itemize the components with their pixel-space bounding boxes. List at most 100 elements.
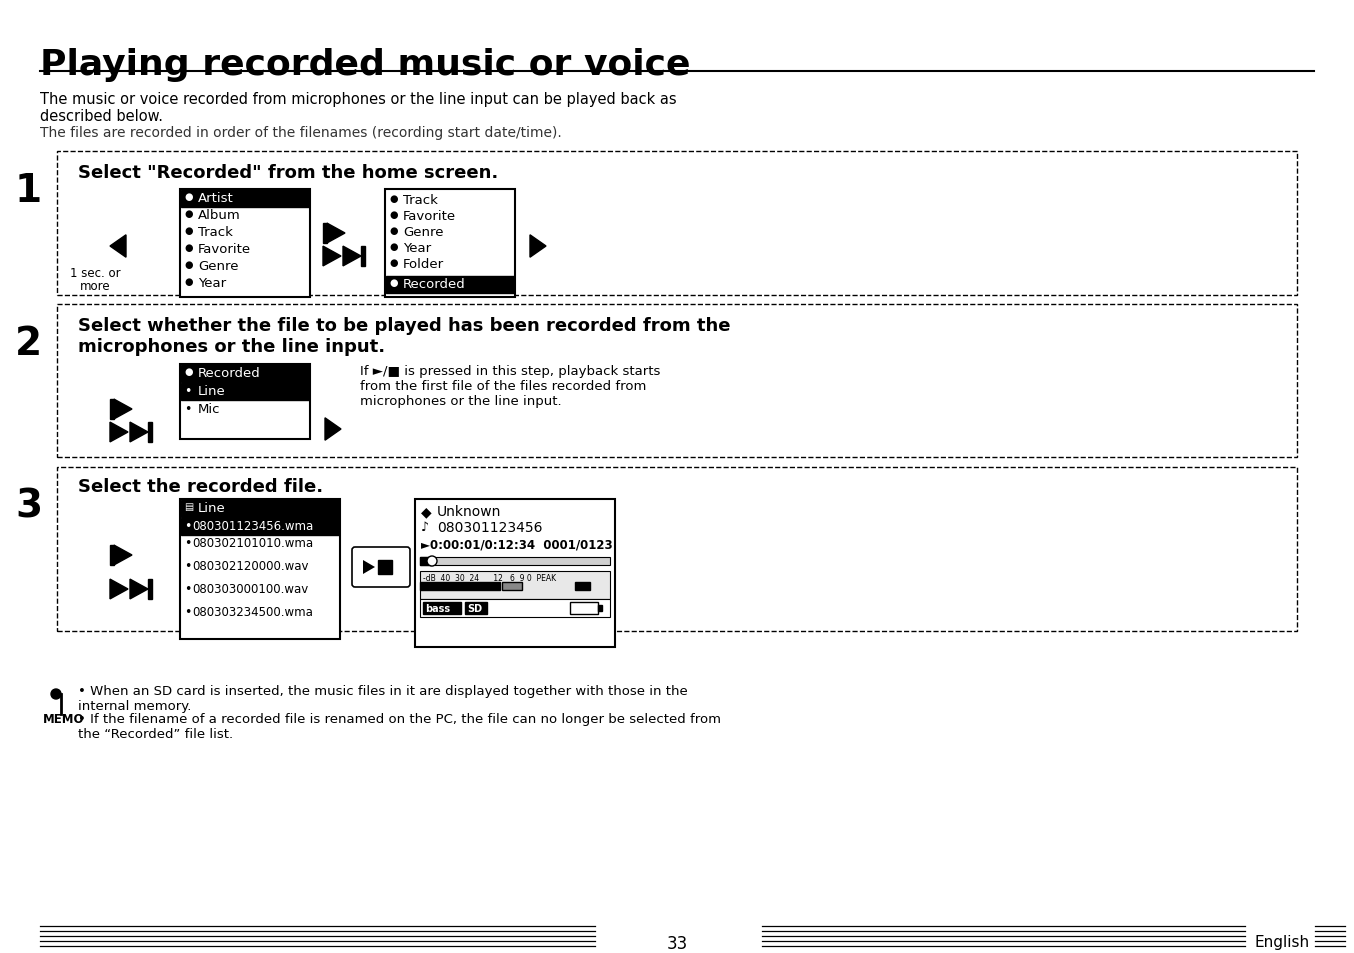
Text: •: • [184, 385, 191, 397]
Bar [110, 399, 114, 419]
Polygon shape [130, 579, 148, 599]
Bar [148, 423, 152, 442]
Text: 080302120000.wav: 080302120000.wav [192, 559, 309, 573]
Bar [464, 602, 487, 615]
Text: If ►/■ is pressed in this step, playback starts
from the first file of the files: If ►/■ is pressed in this step, playback… [360, 365, 661, 408]
Text: Year: Year [198, 276, 226, 290]
Bar [181, 191, 309, 208]
Text: English: English [1255, 934, 1311, 949]
Bar [570, 602, 598, 615]
Text: ▤: ▤ [184, 501, 194, 512]
Bar [598, 605, 603, 612]
Text: 2: 2 [15, 325, 42, 363]
Text: 1: 1 [15, 172, 42, 210]
Text: Artist: Artist [198, 192, 234, 205]
Bar [420, 599, 611, 618]
Bar [575, 582, 590, 590]
Polygon shape [325, 418, 341, 440]
Text: Select the recorded file.: Select the recorded file. [79, 477, 324, 496]
Polygon shape [363, 560, 375, 575]
Text: Mic: Mic [198, 402, 221, 416]
Polygon shape [324, 247, 341, 267]
Text: ●: ● [389, 242, 398, 252]
Text: The files are recorded in order of the filenames (recording start date/time).: The files are recorded in order of the f… [41, 126, 562, 140]
Bar [148, 579, 152, 599]
Text: •: • [184, 559, 191, 573]
Bar [386, 276, 515, 294]
Text: Recorded: Recorded [198, 367, 261, 379]
Bar [362, 247, 366, 267]
Text: Favorite: Favorite [198, 243, 250, 255]
Text: •: • [184, 537, 191, 550]
Bar [57, 468, 1297, 631]
Text: 080301123456.wma: 080301123456.wma [192, 519, 313, 533]
Polygon shape [110, 235, 126, 258]
Text: 080303234500.wma: 080303234500.wma [192, 605, 313, 618]
Polygon shape [343, 247, 362, 267]
Text: •: • [184, 519, 191, 533]
Bar [324, 224, 328, 244]
Text: Folder: Folder [403, 257, 444, 271]
Bar [181, 384, 309, 400]
Bar [378, 560, 393, 575]
Text: ●: ● [389, 257, 398, 268]
Text: ●: ● [389, 226, 398, 235]
Text: Favorite: Favorite [403, 210, 456, 223]
Bar [414, 499, 615, 647]
Bar [181, 366, 309, 382]
Text: Line: Line [198, 501, 226, 515]
Text: -dB  40  30  24      12   6  9 0  PEAK: -dB 40 30 24 12 6 9 0 PEAK [422, 574, 556, 582]
Text: Playing recorded music or voice: Playing recorded music or voice [41, 48, 691, 82]
Bar [180, 365, 310, 439]
Text: 080303000100.wav: 080303000100.wav [192, 582, 309, 596]
Bar [110, 545, 114, 565]
Bar [420, 558, 432, 565]
Text: •: • [184, 582, 191, 596]
Text: ●: ● [389, 193, 398, 204]
Polygon shape [114, 399, 131, 419]
Polygon shape [114, 545, 131, 565]
Text: more: more [80, 280, 110, 293]
Bar [180, 190, 310, 297]
Bar [57, 305, 1297, 457]
Polygon shape [110, 423, 129, 442]
Polygon shape [130, 423, 148, 442]
Bar [180, 499, 340, 639]
Text: ◆: ◆ [421, 504, 432, 518]
Polygon shape [110, 579, 129, 599]
Text: 33: 33 [666, 934, 688, 952]
Bar [420, 582, 500, 590]
Bar [420, 558, 611, 565]
Text: Genre: Genre [198, 260, 238, 273]
Circle shape [51, 689, 61, 700]
Text: ●: ● [389, 277, 398, 288]
Text: ♪: ♪ [421, 520, 429, 534]
Circle shape [427, 557, 437, 566]
Bar [422, 602, 460, 615]
FancyBboxPatch shape [352, 547, 410, 587]
Text: bass: bass [425, 603, 450, 614]
Text: •: • [184, 605, 191, 618]
Text: Genre: Genre [403, 226, 444, 239]
Bar [181, 500, 338, 517]
Text: 3: 3 [15, 488, 42, 525]
Polygon shape [529, 235, 546, 258]
Text: ●: ● [184, 226, 192, 235]
Text: ●: ● [184, 209, 192, 219]
Text: • If the filename of a recorded file is renamed on the PC, the file can no longe: • If the filename of a recorded file is … [79, 712, 720, 740]
Text: Album: Album [198, 209, 241, 222]
Text: ●: ● [184, 260, 192, 270]
Text: SD: SD [467, 603, 482, 614]
Bar [181, 518, 338, 536]
Bar [385, 190, 515, 297]
Text: ●: ● [184, 276, 192, 287]
Text: ►0:00:01/0:12:34  0001/0123: ►0:00:01/0:12:34 0001/0123 [421, 538, 612, 552]
Text: Track: Track [198, 226, 233, 239]
Text: The music or voice recorded from microphones or the line input can be played bac: The music or voice recorded from microph… [41, 91, 677, 124]
Text: 080301123456: 080301123456 [437, 520, 543, 535]
Text: Year: Year [403, 242, 431, 254]
Text: 1 sec. or: 1 sec. or [69, 267, 121, 280]
Text: ●: ● [184, 367, 192, 376]
Bar [57, 152, 1297, 295]
Text: 080302101010.wma: 080302101010.wma [192, 537, 313, 550]
